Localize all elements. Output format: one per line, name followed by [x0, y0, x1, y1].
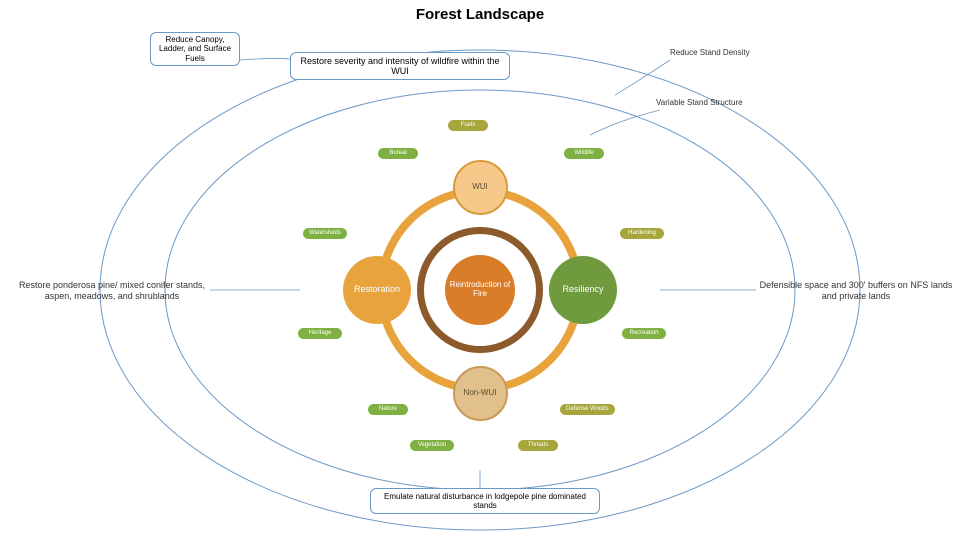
pill-boreal: Boreal: [378, 148, 418, 159]
node-nonwui: Non-WUI: [453, 366, 508, 421]
pill-vegetation: Vegetation: [410, 440, 454, 451]
node-wui: WUI: [453, 160, 508, 215]
pill-heritage: Heritage: [298, 328, 342, 339]
pill-wildlife: Wildlife: [564, 148, 604, 159]
label-reduce-stand-density: Reduce Stand Density: [670, 48, 750, 57]
pill-recreation: Recreation: [622, 328, 666, 339]
pill-hardening: Hardening: [620, 228, 664, 239]
pill-watersheds: Watersheds: [303, 228, 347, 239]
label-variable-stand-structure: Variable Stand Structure: [656, 98, 746, 107]
pill-defense-woods: Defense Woods: [560, 404, 615, 415]
pill-fuels: Fuels: [448, 120, 488, 131]
pill-threats: Threats: [518, 440, 558, 451]
side-text-left: Restore ponderosa pine/ mixed conifer st…: [12, 280, 212, 302]
box-restore-severity: Restore severity and intensity of wildfi…: [290, 52, 510, 80]
page-title: Forest Landscape: [0, 6, 960, 23]
box-reduce-canopy: Reduce Canopy, Ladder, and Surface Fuels: [150, 32, 240, 66]
node-fire: Reintroduction of Fire: [445, 255, 515, 325]
pill-nature: Nature: [368, 404, 408, 415]
box-emulate: Emulate natural disturbance in lodgepole…: [370, 488, 600, 514]
node-resiliency: Resiliency: [549, 256, 617, 324]
node-restoration: Restoration: [343, 256, 411, 324]
side-text-right: Defensible space and 300' buffers on NFS…: [756, 280, 956, 302]
